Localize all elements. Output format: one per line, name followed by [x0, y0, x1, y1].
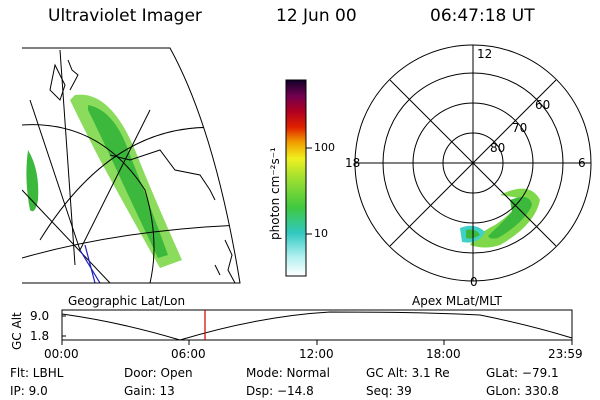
info-dsp: Dsp: −14.8	[246, 384, 314, 398]
mlat-label-70: 70	[512, 121, 528, 135]
timeline-ytick-1.8: 1.8	[30, 329, 50, 343]
instrument-title: Ultraviolet Imager	[48, 6, 202, 26]
info-mode: Mode: Normal	[246, 366, 330, 380]
info-glon: GLon: 330.8	[486, 384, 559, 398]
info-filter: Flt: LBHL	[10, 366, 64, 380]
timeline-ylabel: GC Alt	[10, 312, 24, 350]
timeline-ytick-9: 9.0	[30, 309, 50, 323]
mlt-label-18: 18	[345, 156, 361, 170]
mlt-label-6: 6	[578, 156, 586, 170]
time-label: 06:47:18 UT	[430, 6, 535, 26]
geo-caption: Geographic Lat/Lon	[68, 294, 186, 308]
colorbar-unit-label: photon cm⁻²s⁻¹	[268, 147, 282, 240]
colorbar-tick-10: 10	[314, 227, 328, 240]
polar-panel	[354, 44, 592, 282]
polar-caption: Apex MLat/MLT	[412, 294, 502, 308]
info-door: Door: Open	[124, 366, 193, 380]
mlat-label-80: 80	[490, 141, 506, 155]
info-ip: IP: 9.0	[10, 384, 48, 398]
info-gc-alt: GC Alt: 3.1 Re	[366, 366, 450, 380]
timeline-plot	[61, 309, 573, 345]
date-label: 12 Jun 00	[276, 6, 357, 26]
geographic-panel	[22, 47, 241, 284]
timeline-xtick-0000: 00:00	[44, 347, 79, 361]
mlt-label-12: 12	[477, 47, 493, 61]
info-gain: Gain: 13	[124, 384, 175, 398]
mlat-label-60: 60	[535, 98, 551, 112]
mlt-label-0: 0	[470, 275, 478, 289]
timeline-xtick-0600: 06:00	[171, 347, 206, 361]
timeline-xtick-1800: 18:00	[426, 347, 461, 361]
timeline-xtick-2359: 23:59	[548, 347, 583, 361]
info-glat: GLat: −79.1	[486, 366, 559, 380]
timeline-xtick-1200: 12:00	[299, 347, 334, 361]
colorbar-tick-100: 100	[314, 141, 335, 154]
colorbar	[285, 79, 312, 277]
info-seq: Seq: 39	[366, 384, 412, 398]
